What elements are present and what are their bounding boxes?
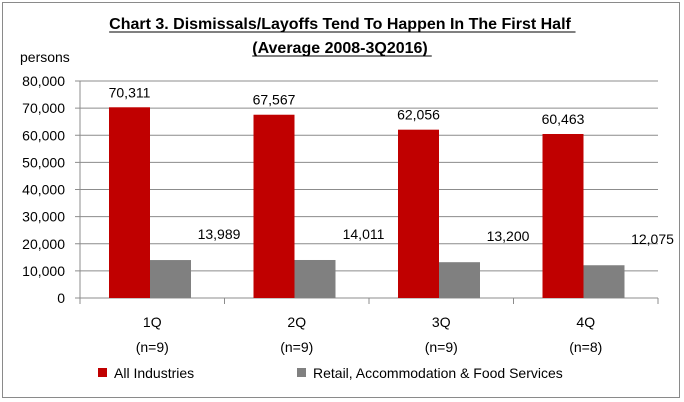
- x-category-sublabel: (n=9): [425, 339, 458, 355]
- legend-swatch: [297, 368, 306, 377]
- data-label: 14,011: [343, 226, 385, 242]
- x-category-label: 1Q: [143, 314, 162, 330]
- x-category-label: 2Q: [287, 314, 306, 330]
- y-tick-label: 70,000: [22, 100, 65, 116]
- y-tick-label: 0: [57, 290, 65, 306]
- y-tick-label: 80,000: [22, 73, 65, 89]
- y-tick-label: 40,000: [22, 182, 65, 198]
- data-label: 12,075: [631, 231, 674, 247]
- legend-label: All Industries: [114, 365, 194, 381]
- x-category-label: 3Q: [432, 314, 451, 330]
- data-label: 60,463: [542, 111, 585, 127]
- bar-retail-4q: [583, 265, 625, 298]
- bars: [109, 107, 625, 299]
- y-tick-label: 20,000: [22, 236, 65, 252]
- legend-label: Retail, Accommodation & Food Services: [313, 365, 563, 381]
- data-label: 13,200: [487, 228, 530, 244]
- bar-retail-2q: [294, 259, 336, 298]
- chart-subtitle: (Average 2008-3Q2016): [252, 40, 428, 57]
- data-labels: 70,311 13,989 67,567 14,011 62,056 13,200 60,4…: [109, 84, 675, 247]
- y-tick-label: 50,000: [22, 154, 65, 170]
- x-category-sublabel: (n=9): [136, 339, 169, 355]
- y-tick-label: 10,000: [22, 263, 65, 279]
- y-tick-label: 30,000: [22, 209, 65, 225]
- bar-all-industries-3q: [398, 129, 439, 298]
- legend: All Industries Retail, Accommodation & Fo…: [98, 365, 563, 381]
- x-category-label: 4Q: [576, 314, 595, 330]
- bar-all-industries-1q: [109, 107, 150, 299]
- chart-title: Chart 3. Dismissals/Layoffs Tend To Happ…: [109, 16, 571, 33]
- bar-retail-3q: [439, 262, 480, 298]
- y-tick-label: 60,000: [22, 127, 65, 143]
- y-axis-unit-label: persons: [20, 49, 70, 65]
- x-category-sublabel: (n=9): [280, 339, 313, 355]
- data-label: 62,056: [397, 107, 440, 123]
- bar-all-industries-4q: [542, 133, 584, 298]
- bar-all-industries-2q: [253, 114, 295, 298]
- legend-swatch: [98, 368, 107, 377]
- data-label: 67,567: [253, 92, 296, 108]
- x-category-sublabel: (n=8): [569, 339, 602, 355]
- data-label: 13,989: [198, 226, 241, 242]
- bar-retail-1q: [150, 260, 191, 298]
- data-label: 70,311: [109, 84, 151, 100]
